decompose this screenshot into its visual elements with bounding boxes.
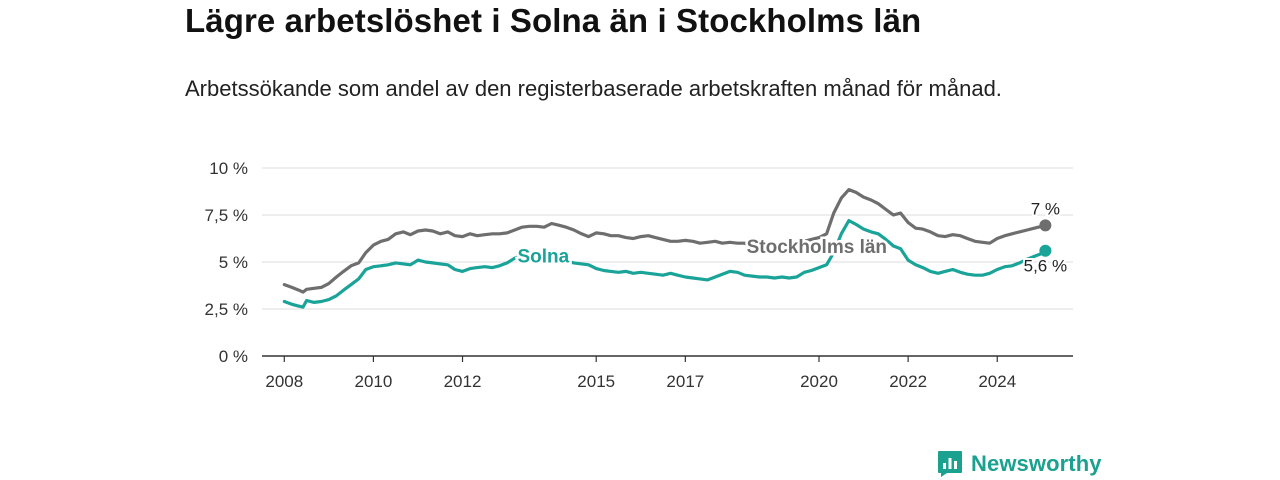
newsworthy-logo-icon [938, 451, 962, 477]
end-label-solna: 5,6 % [1024, 257, 1067, 276]
y-tick-label: 0 % [219, 347, 248, 366]
y-tick-label: 7,5 % [205, 206, 248, 225]
brand-logo: Newsworthy [937, 448, 1102, 480]
series-lines [282, 188, 1052, 309]
x-tick-label: 2020 [800, 372, 838, 391]
end-point-stockholms-l-n [1039, 219, 1052, 232]
chart-title: Lägre arbetslöshet i Solna än i Stockhol… [185, 2, 922, 39]
x-tick-label: 2012 [444, 372, 482, 391]
x-tick-label: 2022 [889, 372, 927, 391]
y-axis-tick-labels: 0 % 2,5 % 5 % 7,5 % 10 % [205, 159, 248, 366]
x-tick-label: 2008 [265, 372, 303, 391]
x-tick-label: 2024 [978, 372, 1016, 391]
x-tick-label: 2017 [666, 372, 704, 391]
x-axis: 2008 2010 2012 2015 2017 2020 2022 2024 [262, 355, 1073, 391]
series-line-solna [282, 219, 1047, 309]
series-label-stockholms-l-n: Stockholms län [747, 237, 887, 258]
grid-lines [262, 167, 1073, 310]
chart-subtitle: Arbetssökande som andel av den registerb… [185, 76, 1002, 101]
brand-name: Newsworthy [971, 451, 1102, 476]
end-label-stockholms-l-n: 7 % [1031, 199, 1060, 218]
end-point-solna [1039, 244, 1052, 257]
x-tick-label: 2015 [577, 372, 615, 391]
y-tick-label: 10 % [209, 159, 248, 178]
x-tick-label: 2010 [354, 372, 392, 391]
series-label-solna: Solna [517, 246, 569, 267]
series-line-stockholms-l-n [282, 188, 1047, 294]
y-tick-label: 5 % [219, 253, 248, 272]
annotations: 7 % 5,6 % Solna Stockholms län [515, 197, 1069, 277]
y-tick-label: 2,5 % [205, 300, 248, 319]
